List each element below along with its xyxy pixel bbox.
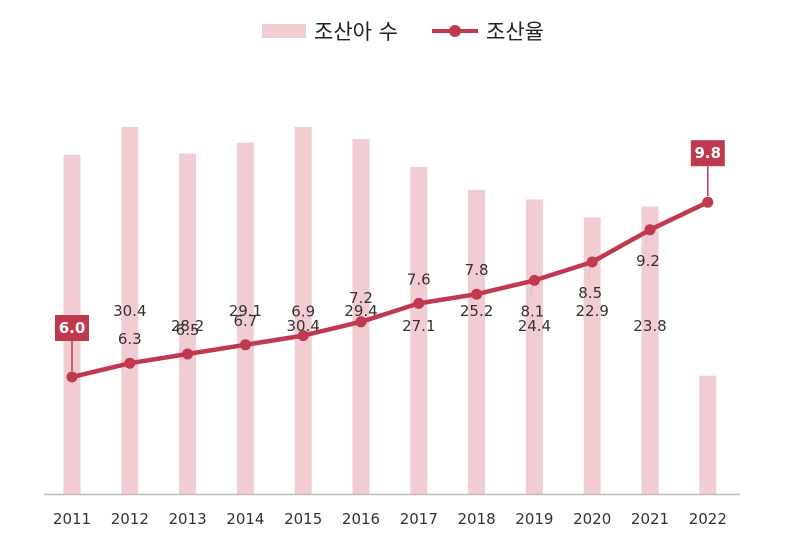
rate-highlight-label: 6.0 <box>59 319 86 337</box>
x-tick-label: 2016 <box>342 510 380 528</box>
rate-point-2015 <box>297 330 309 342</box>
legend-line-swatch-dot <box>449 25 461 37</box>
x-tick-label: 2017 <box>400 510 438 528</box>
rate-value-label: 6.7 <box>233 312 257 330</box>
bar-2014 <box>236 142 254 494</box>
rate-point-2021 <box>644 224 656 236</box>
rate-point-2020 <box>586 256 598 268</box>
x-tick-label: 2014 <box>226 510 264 528</box>
bar-value-label: 23.8 <box>633 317 666 335</box>
bar-2013 <box>179 153 197 494</box>
x-tick-label: 2022 <box>689 510 727 528</box>
x-tick-label: 2015 <box>284 510 322 528</box>
rate-point-2017 <box>413 297 425 309</box>
x-tick-label: 2020 <box>573 510 611 528</box>
bar-value-label: 25.2 <box>460 302 493 320</box>
rate-value-label: 7.8 <box>465 261 489 279</box>
rate-line <box>69 199 711 380</box>
legend-label-rate: 조산율 <box>486 20 544 44</box>
bar-value-label: 30.4 <box>286 317 319 335</box>
x-tick-label: 2013 <box>169 510 207 528</box>
rate-highlight-box <box>690 140 725 167</box>
legend-line-swatch <box>432 24 478 38</box>
x-tick-label: 2011 <box>53 510 91 528</box>
rate-highlight-box <box>55 315 89 341</box>
rate-highlight-label: 9.8 <box>695 144 722 162</box>
rate-value-label: 7.2 <box>349 289 373 307</box>
x-tick-label: 2019 <box>515 510 553 528</box>
bar-value-label: 24.4 <box>518 317 551 335</box>
rate-value-label: 9.2 <box>636 252 660 270</box>
rate-label-leader <box>587 267 591 279</box>
legend-bar-swatch <box>262 24 307 38</box>
legend-label-births: 조산아 수 <box>314 20 398 44</box>
bar-2015 <box>294 127 312 494</box>
bar-value-label: 30.4 <box>113 302 146 320</box>
rate-value-label: 6.9 <box>291 303 315 321</box>
x-tick-label: 2021 <box>631 510 669 528</box>
rate-point-2014 <box>239 339 251 351</box>
rate-value-label: 6.5 <box>176 321 200 339</box>
bar-2017 <box>410 166 428 495</box>
legend: 조산아 수 조산율 <box>0 14 806 48</box>
rate-point-2012 <box>124 357 136 369</box>
rate-value-label: 8.5 <box>578 284 602 302</box>
bar-value-label: 27.1 <box>402 317 435 335</box>
rate-point-2011 <box>66 371 78 383</box>
rate-value-label: 6.3 <box>118 330 142 348</box>
bar-value-label: 29.4 <box>344 302 377 320</box>
bar-2012 <box>121 127 139 494</box>
rate-value-label: 7.6 <box>407 270 431 288</box>
bar-2021 <box>641 206 659 495</box>
bar-2022 <box>699 375 717 494</box>
rate-label-leader <box>645 235 649 246</box>
bar-value-label: 22.9 <box>575 302 608 320</box>
bar-value-label: 28.2 <box>171 317 204 335</box>
bar-2020 <box>583 217 601 494</box>
bar-2018 <box>468 189 486 495</box>
bar-2019 <box>525 199 543 494</box>
rate-value-label: 8.1 <box>520 302 544 320</box>
x-tick-label: 2012 <box>111 510 149 528</box>
rate-point-2019 <box>528 274 540 286</box>
x-tick-label: 2018 <box>458 510 496 528</box>
legend-item-births[interactable]: 조산아 수 <box>262 16 398 46</box>
rate-point-2013 <box>182 348 194 360</box>
legend-item-rate[interactable]: 조산율 <box>432 16 544 46</box>
rate-point-2016 <box>355 316 367 328</box>
rate-label-leader <box>529 286 533 297</box>
rate-point-2018 <box>471 288 483 300</box>
rate-point-2022 <box>702 196 714 208</box>
bar-value-label: 29.1 <box>229 302 262 320</box>
